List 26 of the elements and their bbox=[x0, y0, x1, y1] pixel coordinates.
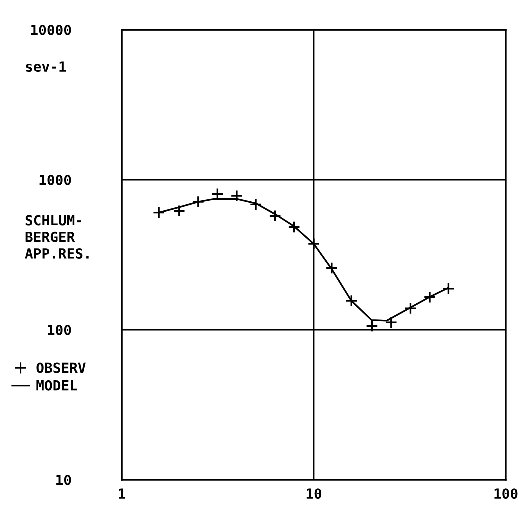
y-tick-label: 10000 bbox=[31, 24, 72, 36]
legend-label: OBSERV bbox=[36, 362, 86, 374]
point bbox=[345, 294, 358, 308]
x-tick-label: 10 bbox=[306, 488, 322, 500]
y-axis-title: SCHLUM- BERGER APP.RES. bbox=[25, 215, 89, 259]
x-tick-label: 1 bbox=[119, 488, 126, 499]
text: sev-1 bbox=[26, 62, 66, 72]
point bbox=[366, 320, 378, 332]
point bbox=[173, 204, 186, 218]
point bbox=[404, 302, 417, 315]
point bbox=[424, 291, 436, 304]
point bbox=[308, 238, 320, 250]
point bbox=[230, 190, 244, 202]
point bbox=[326, 262, 338, 274]
x-tick-label: 100 bbox=[494, 488, 518, 500]
y-tick-label: 100 bbox=[48, 324, 72, 336]
y-tick-label: 10 bbox=[56, 474, 72, 486]
point bbox=[152, 206, 166, 220]
point bbox=[385, 316, 398, 329]
point bbox=[269, 210, 282, 222]
y-tick-label: 1000 bbox=[40, 174, 72, 186]
point bbox=[288, 221, 301, 234]
point bbox=[250, 198, 262, 211]
legend-label: MODEL bbox=[36, 380, 78, 391]
point bbox=[442, 282, 455, 296]
point bbox=[192, 196, 205, 208]
